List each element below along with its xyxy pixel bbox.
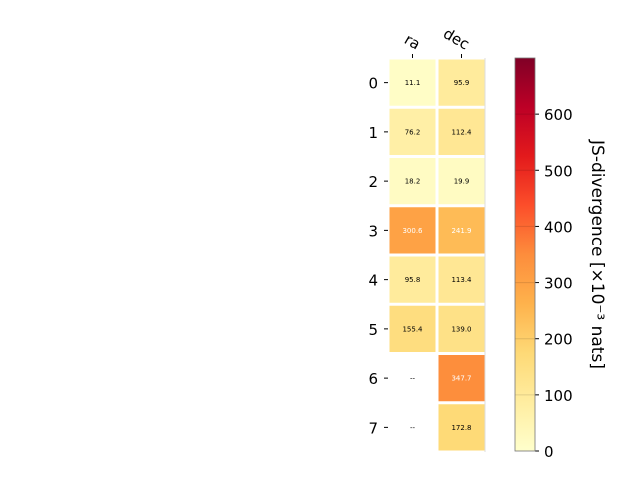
colorbar-frame [514,57,536,452]
colorbar-tick-label: 400 [544,218,573,236]
cell-label: 300.6 [402,227,423,235]
colorbar-tick-label: 300 [544,275,573,293]
cell-label: 241.9 [451,227,471,235]
column-tick-label: dec [440,24,472,53]
row-tick-label: 2 [368,173,378,191]
row-tick-label: 0 [368,75,378,93]
column-tick-label: ra [401,30,423,53]
row-tick-label: 1 [368,124,378,142]
heatmap-cell [389,158,436,205]
heatmap-cell [389,207,436,254]
colorbar-tick-label: 100 [544,387,573,405]
cell-label: -- [410,424,416,432]
colorbar-tick-label: 500 [544,162,573,180]
colorbar-label: JS-divergence [×10⁻³ nats] [587,139,607,369]
heatmap-cell [438,59,485,106]
heatmap-cell [438,207,485,254]
row-tick-label: 5 [368,321,378,339]
cell-label: 113.4 [451,276,472,284]
cell-label: 172.8 [451,424,471,432]
cell-label: 76.2 [405,128,421,136]
colorbar-tick-label: 0 [544,443,554,461]
row-tick-label: 4 [368,272,378,290]
cell-label: 112.4 [451,128,472,136]
cell-label: 95.9 [454,79,470,87]
row-tick-label: 6 [368,370,378,388]
colorbar-tick-label: 600 [544,106,573,124]
heatmap-cell [389,108,436,155]
heatmap-cells: 11.1 95.9 76.2 112.4 18.2 19.9 300.6 241.9 95.8 1… [389,59,485,451]
cell-label: 11.1 [405,79,421,87]
heatmap-cell [389,256,436,303]
heatmap-cell [438,404,485,451]
cell-label: 18.2 [405,178,421,186]
heatmap-cell [438,158,485,205]
heatmap-cell [438,355,485,402]
cell-label: 155.4 [402,325,423,333]
heatmap-cell [389,59,436,106]
colorbar-gradient [515,58,535,451]
colorbar-tick-label: 200 [544,331,573,349]
heatmap-cell [438,305,485,352]
row-tick-label: 7 [368,419,378,437]
heatmap-cell [438,108,485,155]
cell-label: 347.7 [451,375,471,383]
heatmap-cell [438,256,485,303]
heatmap-cell [389,305,436,352]
cell-label: 19.9 [454,178,470,186]
colorbar: 0 100 200 300 400 500 600 JS-divergence [×10⁻³ … [514,57,607,461]
cell-label: 95.8 [405,276,421,284]
cell-label: -- [410,375,416,383]
row-tick-label: 3 [368,222,378,240]
cell-label: 139.0 [451,325,471,333]
